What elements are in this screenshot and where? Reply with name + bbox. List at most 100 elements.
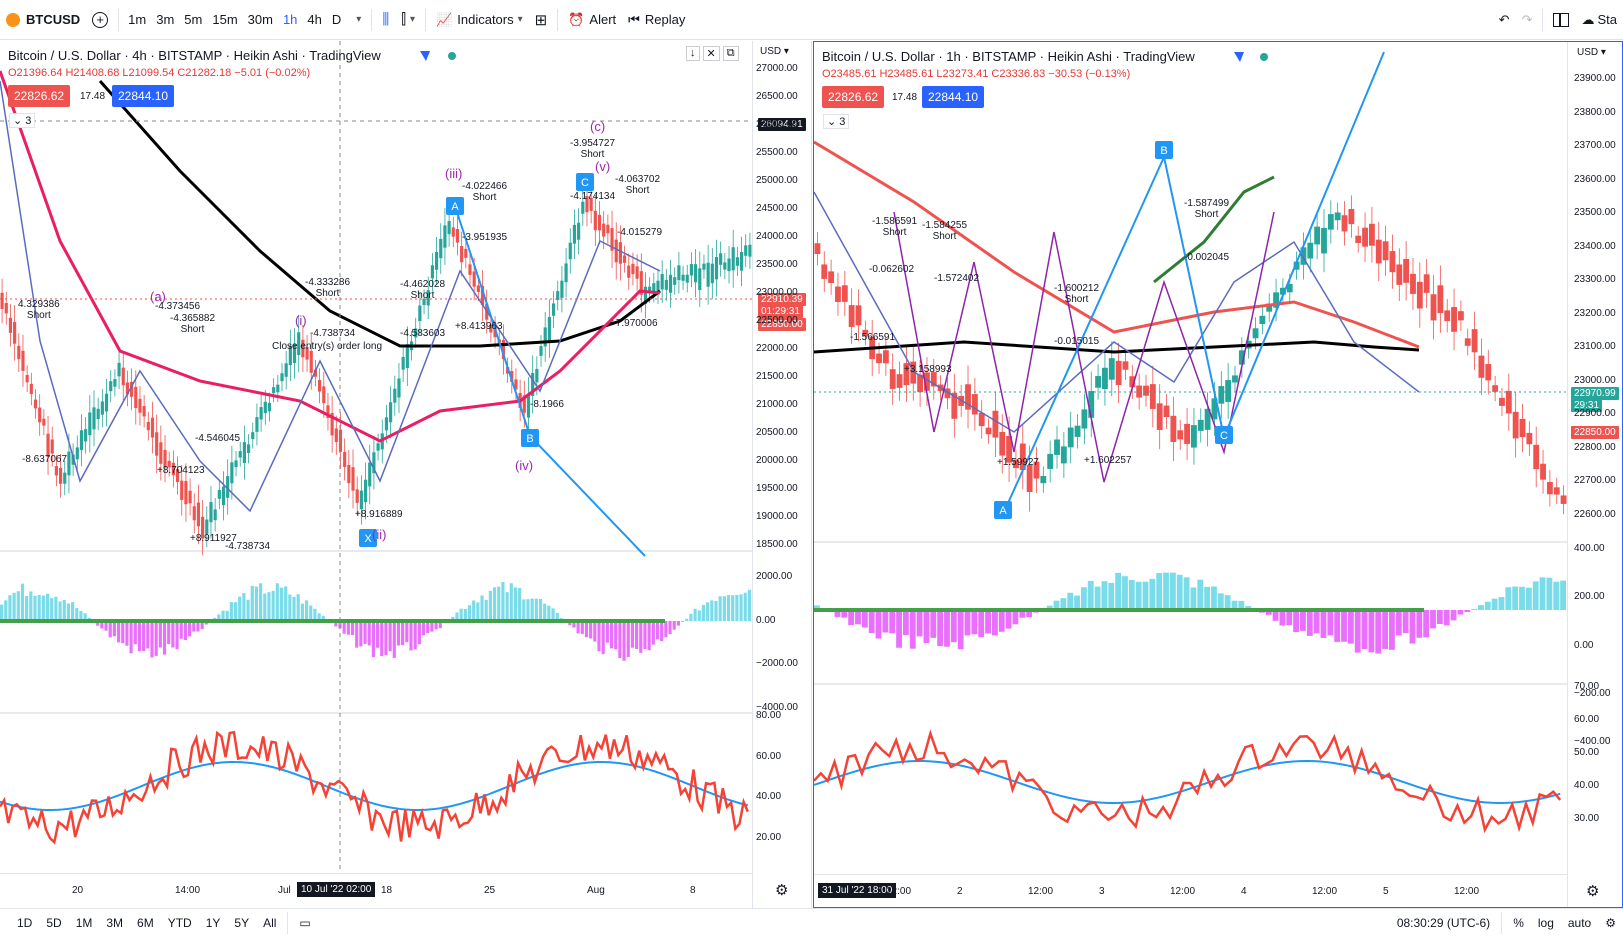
timeframe-30m[interactable]: 30m: [247, 12, 273, 27]
gear-icon: ⚙: [1605, 915, 1616, 930]
settings-button[interactable]: ⚙: [1598, 916, 1623, 930]
log-toggle[interactable]: log: [1537, 915, 1554, 930]
chart-type-button[interactable]: ⫿ ▾: [395, 0, 421, 40]
candle: [88, 412, 92, 436]
replay-button[interactable]: ⏮ Replay: [622, 0, 691, 40]
right-time-axis[interactable]: [814, 874, 1567, 907]
alert-button[interactable]: ⏰ Alert: [562, 0, 622, 40]
candle: [581, 201, 585, 214]
candle: [447, 221, 451, 235]
timeframe-15m[interactable]: 15m: [212, 12, 238, 27]
timeframe-d[interactable]: D: [331, 12, 342, 27]
percent-toggle[interactable]: %: [1513, 915, 1524, 930]
range-5y[interactable]: 5Y: [234, 915, 250, 930]
undo-button[interactable]: ↶: [1493, 0, 1516, 40]
moving-average-line: [814, 140, 1420, 349]
arrow-down-icon[interactable]: ↓: [686, 46, 700, 61]
right-wave-label: A: [999, 505, 1007, 517]
candle: [284, 363, 288, 377]
right-chart-pane[interactable]: A B C Bitcoin / U.S. Dollar · 1h · BITSTAM…: [813, 41, 1623, 908]
oscillator-bar: [1471, 608, 1478, 610]
goto-date-button[interactable]: ▭: [292, 916, 317, 930]
timeframe-3m[interactable]: 3m: [156, 12, 175, 27]
range-all[interactable]: All: [263, 915, 277, 930]
range-1y[interactable]: 1Y: [205, 915, 221, 930]
candle: [639, 271, 643, 295]
candle: [748, 244, 752, 257]
candle: [882, 350, 889, 364]
left-sell-button[interactable]: 22826.62: [8, 85, 71, 107]
range-6m[interactable]: 6M: [137, 915, 154, 930]
left-chart-pane[interactable]: A B X C Bitcoin / U.S. Dollar · 4h · BITSTA…: [0, 41, 812, 908]
left-buy-button[interactable]: 22844.10: [112, 85, 175, 107]
candle: [434, 251, 439, 270]
close-icon[interactable]: ✕: [702, 46, 720, 61]
candle: [547, 316, 551, 341]
range-3m[interactable]: 3M: [106, 915, 124, 930]
maximize-icon[interactable]: ⧉: [722, 46, 739, 61]
candle: [1321, 227, 1327, 254]
compare-button[interactable]: +: [86, 0, 114, 40]
oscillator-bar: [1341, 610, 1347, 642]
left-price-axis[interactable]: [752, 41, 811, 908]
candle: [71, 454, 75, 465]
candle: [1170, 415, 1177, 442]
candle: [1293, 261, 1300, 270]
oscillator-bar: [676, 621, 680, 626]
right-rsi-tick: 70.00: [1574, 681, 1600, 692]
left-chart-canvas[interactable]: A B X C: [0, 41, 812, 908]
candle: [288, 345, 292, 366]
oscillator-bar: [622, 621, 626, 661]
timeframe-dropdown[interactable]: ▾: [346, 0, 367, 40]
right-rsi-tick: 30.00: [1574, 813, 1600, 824]
range-1d[interactable]: 1D: [17, 915, 33, 930]
oscillator-bar: [271, 590, 275, 621]
oscillator-bar: [1313, 610, 1320, 634]
right-price-axis[interactable]: [1567, 42, 1622, 907]
right-indicators-toggle[interactable]: ⌄ 3: [823, 114, 850, 129]
right-sell-button[interactable]: 22826.62: [822, 86, 885, 108]
candle: [79, 430, 84, 451]
left-indicators-toggle[interactable]: ⌄ 3: [9, 113, 36, 128]
timeframe-1h[interactable]: 1h: [282, 12, 298, 27]
indicator-count: 3: [839, 116, 846, 128]
symbol-search[interactable]: BTCUSD: [0, 0, 86, 40]
right-chart-canvas[interactable]: A B C: [814, 42, 1623, 908]
templates-button[interactable]: ⊞: [529, 0, 554, 40]
range-5d[interactable]: 5D: [46, 915, 62, 930]
left-settings-button[interactable]: ⚙: [775, 881, 788, 899]
candle: [1362, 227, 1368, 247]
right-price-tick: 22800.00: [1574, 441, 1616, 453]
range-ytd[interactable]: YTD: [167, 915, 192, 930]
candle: [54, 466, 58, 476]
right-settings-button[interactable]: ⚙: [1586, 882, 1599, 900]
timeframe-4h[interactable]: 4h: [307, 12, 322, 27]
cloud-save-button[interactable]: ☁ Sta: [1575, 0, 1623, 40]
left-time-axis[interactable]: [0, 873, 752, 908]
candle: [213, 509, 217, 521]
layout-button[interactable]: [1547, 0, 1575, 40]
timeframe-1m[interactable]: 1m: [128, 12, 147, 27]
candle: [1259, 315, 1266, 325]
indicators-button[interactable]: 📈 Indicators ▾: [430, 0, 529, 40]
right-currency-label[interactable]: USD ▾: [1577, 47, 1606, 58]
oscillator-bar: [137, 621, 142, 652]
strategy-annotation: -3.951935: [462, 232, 508, 243]
oscillator-bar: [1416, 610, 1423, 638]
candle: [209, 501, 213, 523]
right-buy-button[interactable]: 22844.10: [922, 86, 985, 108]
candle: [1499, 397, 1505, 406]
oscillator-bar: [8, 595, 12, 621]
bar-type-button[interactable]: ⫼: [376, 0, 395, 40]
left-currency-label[interactable]: USD ▾: [760, 46, 789, 57]
oscillator-bar: [526, 599, 530, 621]
right-price-tick: 23400.00: [1574, 240, 1616, 252]
range-1m[interactable]: 1M: [75, 915, 93, 930]
clock[interactable]: 08:30:29 (UTC-6): [1396, 915, 1491, 930]
oscillator-bar: [1183, 577, 1190, 610]
timeframe-5m[interactable]: 5m: [184, 12, 203, 27]
oscillator-bar: [1265, 610, 1272, 615]
auto-toggle[interactable]: auto: [1567, 915, 1592, 930]
redo-button[interactable]: ↷: [1516, 0, 1539, 40]
left-ohlc: O21396.64 H21408.68 L21099.54 C21282.18 …: [8, 67, 311, 79]
